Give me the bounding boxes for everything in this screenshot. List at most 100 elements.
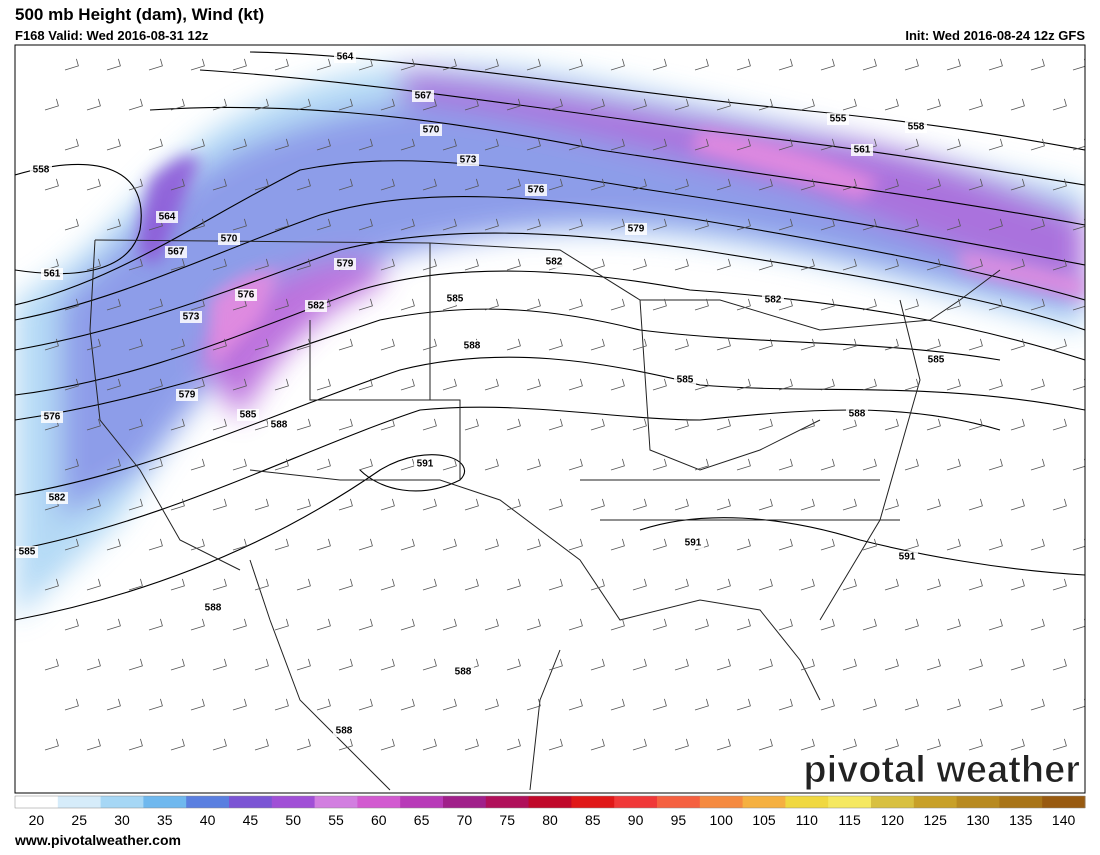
wind-barb (254, 338, 269, 351)
wind-barb (44, 338, 59, 351)
wind-barb (800, 178, 815, 191)
wind-barb (968, 98, 983, 111)
wind-barb (1010, 258, 1025, 271)
wind-barb (1052, 98, 1067, 111)
wind-barb (400, 298, 415, 311)
wind-barb (1052, 258, 1067, 271)
contour-label-bg (165, 246, 187, 258)
wind-barb (800, 498, 815, 511)
wind-barb (652, 58, 667, 71)
contour-label: 576 (528, 185, 545, 196)
wind-barb (778, 698, 793, 711)
wind-barb (590, 338, 605, 351)
contour-label-bg (543, 256, 565, 268)
wind-barb (862, 378, 877, 391)
wind-barb (736, 458, 751, 471)
wind-barb (506, 258, 521, 271)
wind-barb (86, 98, 101, 111)
colorbar-swatch (100, 796, 144, 808)
wind-barb (358, 138, 373, 151)
colorbar-tick-label: 20 (29, 812, 45, 828)
wind-barb (422, 578, 437, 591)
wind-barb (128, 738, 143, 751)
wind-barb (800, 738, 815, 751)
colorbar-tick-label: 95 (671, 812, 687, 828)
wind-barb (590, 98, 605, 111)
wind-barb (904, 538, 919, 551)
wind-barb (232, 458, 247, 471)
wind-barb (338, 418, 353, 431)
wind-barb (358, 378, 373, 391)
wind-barb (338, 338, 353, 351)
wind-barb (568, 58, 583, 71)
wind-barb (190, 378, 205, 391)
wind-barb (988, 538, 1003, 551)
wind-barb (548, 98, 563, 111)
wind-barb (736, 58, 751, 71)
wind-barb (842, 98, 857, 111)
wind-barb (1010, 98, 1025, 111)
wind-barb (904, 618, 919, 631)
wind-barb (1072, 218, 1085, 231)
wind-barb (652, 618, 667, 631)
wind-barb (736, 218, 751, 231)
wind-barb (820, 538, 835, 551)
wind-barb (674, 258, 689, 271)
wind-barb (778, 58, 793, 71)
colorbar-swatch (357, 796, 401, 808)
footer-url: www.pivotalweather.com (14, 832, 181, 848)
wind-barb (86, 658, 101, 671)
wind-barb (170, 418, 185, 431)
contour-label-bg (625, 223, 647, 235)
wind-shading (15, 63, 1085, 620)
contour-label: 591 (899, 552, 916, 563)
wind-barb (128, 258, 143, 271)
contour-label: 585 (677, 375, 694, 386)
wind-barb (884, 338, 899, 351)
wind-barb (820, 138, 835, 151)
contour-label: 585 (240, 410, 257, 421)
wind-barb (464, 578, 479, 591)
wind-barb (758, 738, 773, 751)
wind-barb (1072, 538, 1085, 551)
contour-label-bg (218, 233, 240, 245)
contour-label: 576 (238, 290, 255, 301)
wind-barb (296, 258, 311, 271)
wind-barb (442, 538, 457, 551)
wind-barb (884, 498, 899, 511)
wind-barb (758, 498, 773, 511)
wind-barb (358, 458, 373, 471)
wind-barb (842, 498, 857, 511)
wind-barb (884, 98, 899, 111)
wind-barb (170, 578, 185, 591)
wind-barb (778, 218, 793, 231)
wind-barb (568, 218, 583, 231)
wind-barb (128, 578, 143, 591)
colorbar-tick-label: 110 (796, 812, 819, 828)
wind-barb (610, 698, 625, 711)
title: 500 mb Height (dam), Wind (kt) (15, 5, 264, 24)
wind-barb (296, 658, 311, 671)
wind-barb (296, 338, 311, 351)
wind-barb (170, 98, 185, 111)
wind-barb (1010, 738, 1025, 751)
contour-label: 588 (205, 603, 222, 614)
colorbar-tick-label: 30 (114, 812, 130, 828)
wind-barb (170, 338, 185, 351)
wind-barb (946, 138, 961, 151)
wind-barb (926, 338, 941, 351)
wind-barb (442, 138, 457, 151)
wind-barb (296, 178, 311, 191)
wind-barb (736, 378, 751, 391)
colorbar-tick-label: 85 (585, 812, 601, 828)
wind-barb (568, 698, 583, 711)
wind-barb (484, 378, 499, 391)
wind-barb (1010, 338, 1025, 351)
wind-barb (842, 178, 857, 191)
wind-barb (128, 658, 143, 671)
contour-label: 588 (464, 341, 481, 352)
contour-label-bg (674, 374, 696, 386)
wind-barb (946, 618, 961, 631)
contour-label-bg (925, 354, 947, 366)
wind-barb (422, 338, 437, 351)
